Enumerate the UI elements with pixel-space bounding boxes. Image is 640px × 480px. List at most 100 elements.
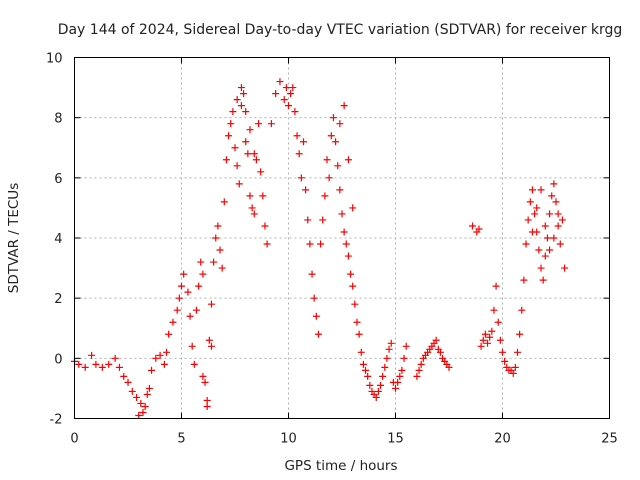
- data-point: [342, 240, 350, 248]
- data-point: [541, 252, 549, 260]
- data-point: [349, 282, 357, 290]
- data-point: [295, 150, 303, 158]
- data-point: [317, 240, 325, 248]
- data-point: [526, 198, 534, 206]
- data-point: [383, 354, 391, 362]
- data-point: [558, 216, 566, 224]
- data-point: [511, 363, 519, 371]
- data-point: [528, 186, 536, 194]
- data-point: [212, 234, 220, 242]
- data-point: [233, 162, 241, 170]
- data-point: [396, 372, 404, 380]
- data-point: [250, 210, 258, 218]
- data-point: [244, 150, 252, 158]
- y-tick-label: 8: [54, 112, 62, 127]
- data-point: [222, 156, 230, 164]
- data-point: [220, 198, 228, 206]
- data-point: [186, 312, 194, 320]
- data-point: [276, 78, 284, 86]
- data-point: [561, 264, 569, 272]
- data-point: [169, 318, 177, 326]
- data-point: [518, 306, 526, 314]
- data-point: [319, 216, 327, 224]
- data-point: [178, 282, 185, 290]
- data-point: [203, 402, 211, 410]
- data-point: [255, 120, 263, 128]
- data-point: [291, 108, 299, 116]
- data-point: [237, 102, 245, 110]
- data-point: [477, 342, 485, 350]
- data-point: [475, 225, 483, 233]
- data-point: [402, 342, 410, 350]
- data-point: [413, 372, 421, 380]
- data-point: [201, 378, 209, 386]
- chart-title: Day 144 of 2024, Sidereal Day-to-day VTE…: [58, 22, 623, 38]
- data-point: [486, 333, 494, 341]
- data-point: [199, 372, 207, 380]
- data-point: [496, 336, 504, 344]
- data-point: [372, 393, 380, 401]
- data-point: [139, 408, 147, 416]
- data-point: [535, 246, 543, 254]
- data-point: [334, 162, 342, 170]
- data-point: [207, 300, 215, 308]
- data-point: [432, 336, 440, 344]
- data-point: [327, 132, 335, 140]
- data-point: [190, 360, 198, 368]
- data-point: [359, 360, 367, 368]
- data-point: [165, 330, 173, 338]
- data-point: [509, 369, 517, 377]
- data-point: [554, 222, 562, 230]
- data-point: [513, 348, 521, 356]
- data-point: [494, 318, 502, 326]
- data-point: [188, 342, 196, 350]
- data-point: [349, 204, 357, 212]
- data-point: [490, 306, 498, 314]
- y-tick-label: 6: [54, 172, 62, 187]
- data-point: [195, 282, 203, 290]
- data-point: [488, 327, 496, 335]
- data-point: [225, 132, 233, 140]
- data-point: [111, 354, 119, 362]
- data-point: [88, 351, 96, 359]
- data-point: [344, 156, 352, 164]
- data-point: [205, 336, 213, 344]
- data-point: [385, 345, 393, 353]
- data-point: [351, 300, 359, 308]
- data-point: [297, 174, 305, 182]
- data-point: [374, 387, 382, 395]
- data-point: [340, 102, 348, 110]
- data-point: [417, 360, 425, 368]
- data-point: [548, 192, 556, 200]
- data-point: [272, 90, 280, 98]
- data-point: [173, 306, 181, 314]
- data-point: [392, 384, 399, 392]
- data-point: [197, 258, 205, 266]
- y-tick-label: 0: [54, 352, 62, 367]
- data-point: [263, 240, 271, 248]
- data-point: [340, 228, 348, 236]
- data-point: [347, 270, 355, 278]
- data-point: [539, 276, 547, 284]
- data-point: [240, 90, 248, 98]
- data-point: [199, 270, 207, 278]
- data-point: [280, 96, 288, 104]
- data-point: [184, 288, 192, 296]
- data-point: [336, 120, 344, 128]
- data-point: [163, 348, 171, 356]
- data-point: [445, 363, 453, 371]
- data-point: [250, 150, 258, 158]
- data-point: [267, 120, 275, 128]
- y-axis-label: SDTVAR / TECUs: [6, 183, 22, 293]
- data-point: [492, 282, 500, 290]
- data-point: [344, 252, 352, 260]
- data-point: [484, 339, 492, 347]
- data-point: [231, 144, 239, 152]
- data-point: [325, 174, 333, 182]
- data-point: [469, 222, 477, 230]
- data-point: [141, 402, 149, 410]
- data-point: [210, 258, 218, 266]
- data-point: [207, 342, 215, 350]
- data-point: [415, 366, 423, 374]
- data-point: [180, 270, 188, 278]
